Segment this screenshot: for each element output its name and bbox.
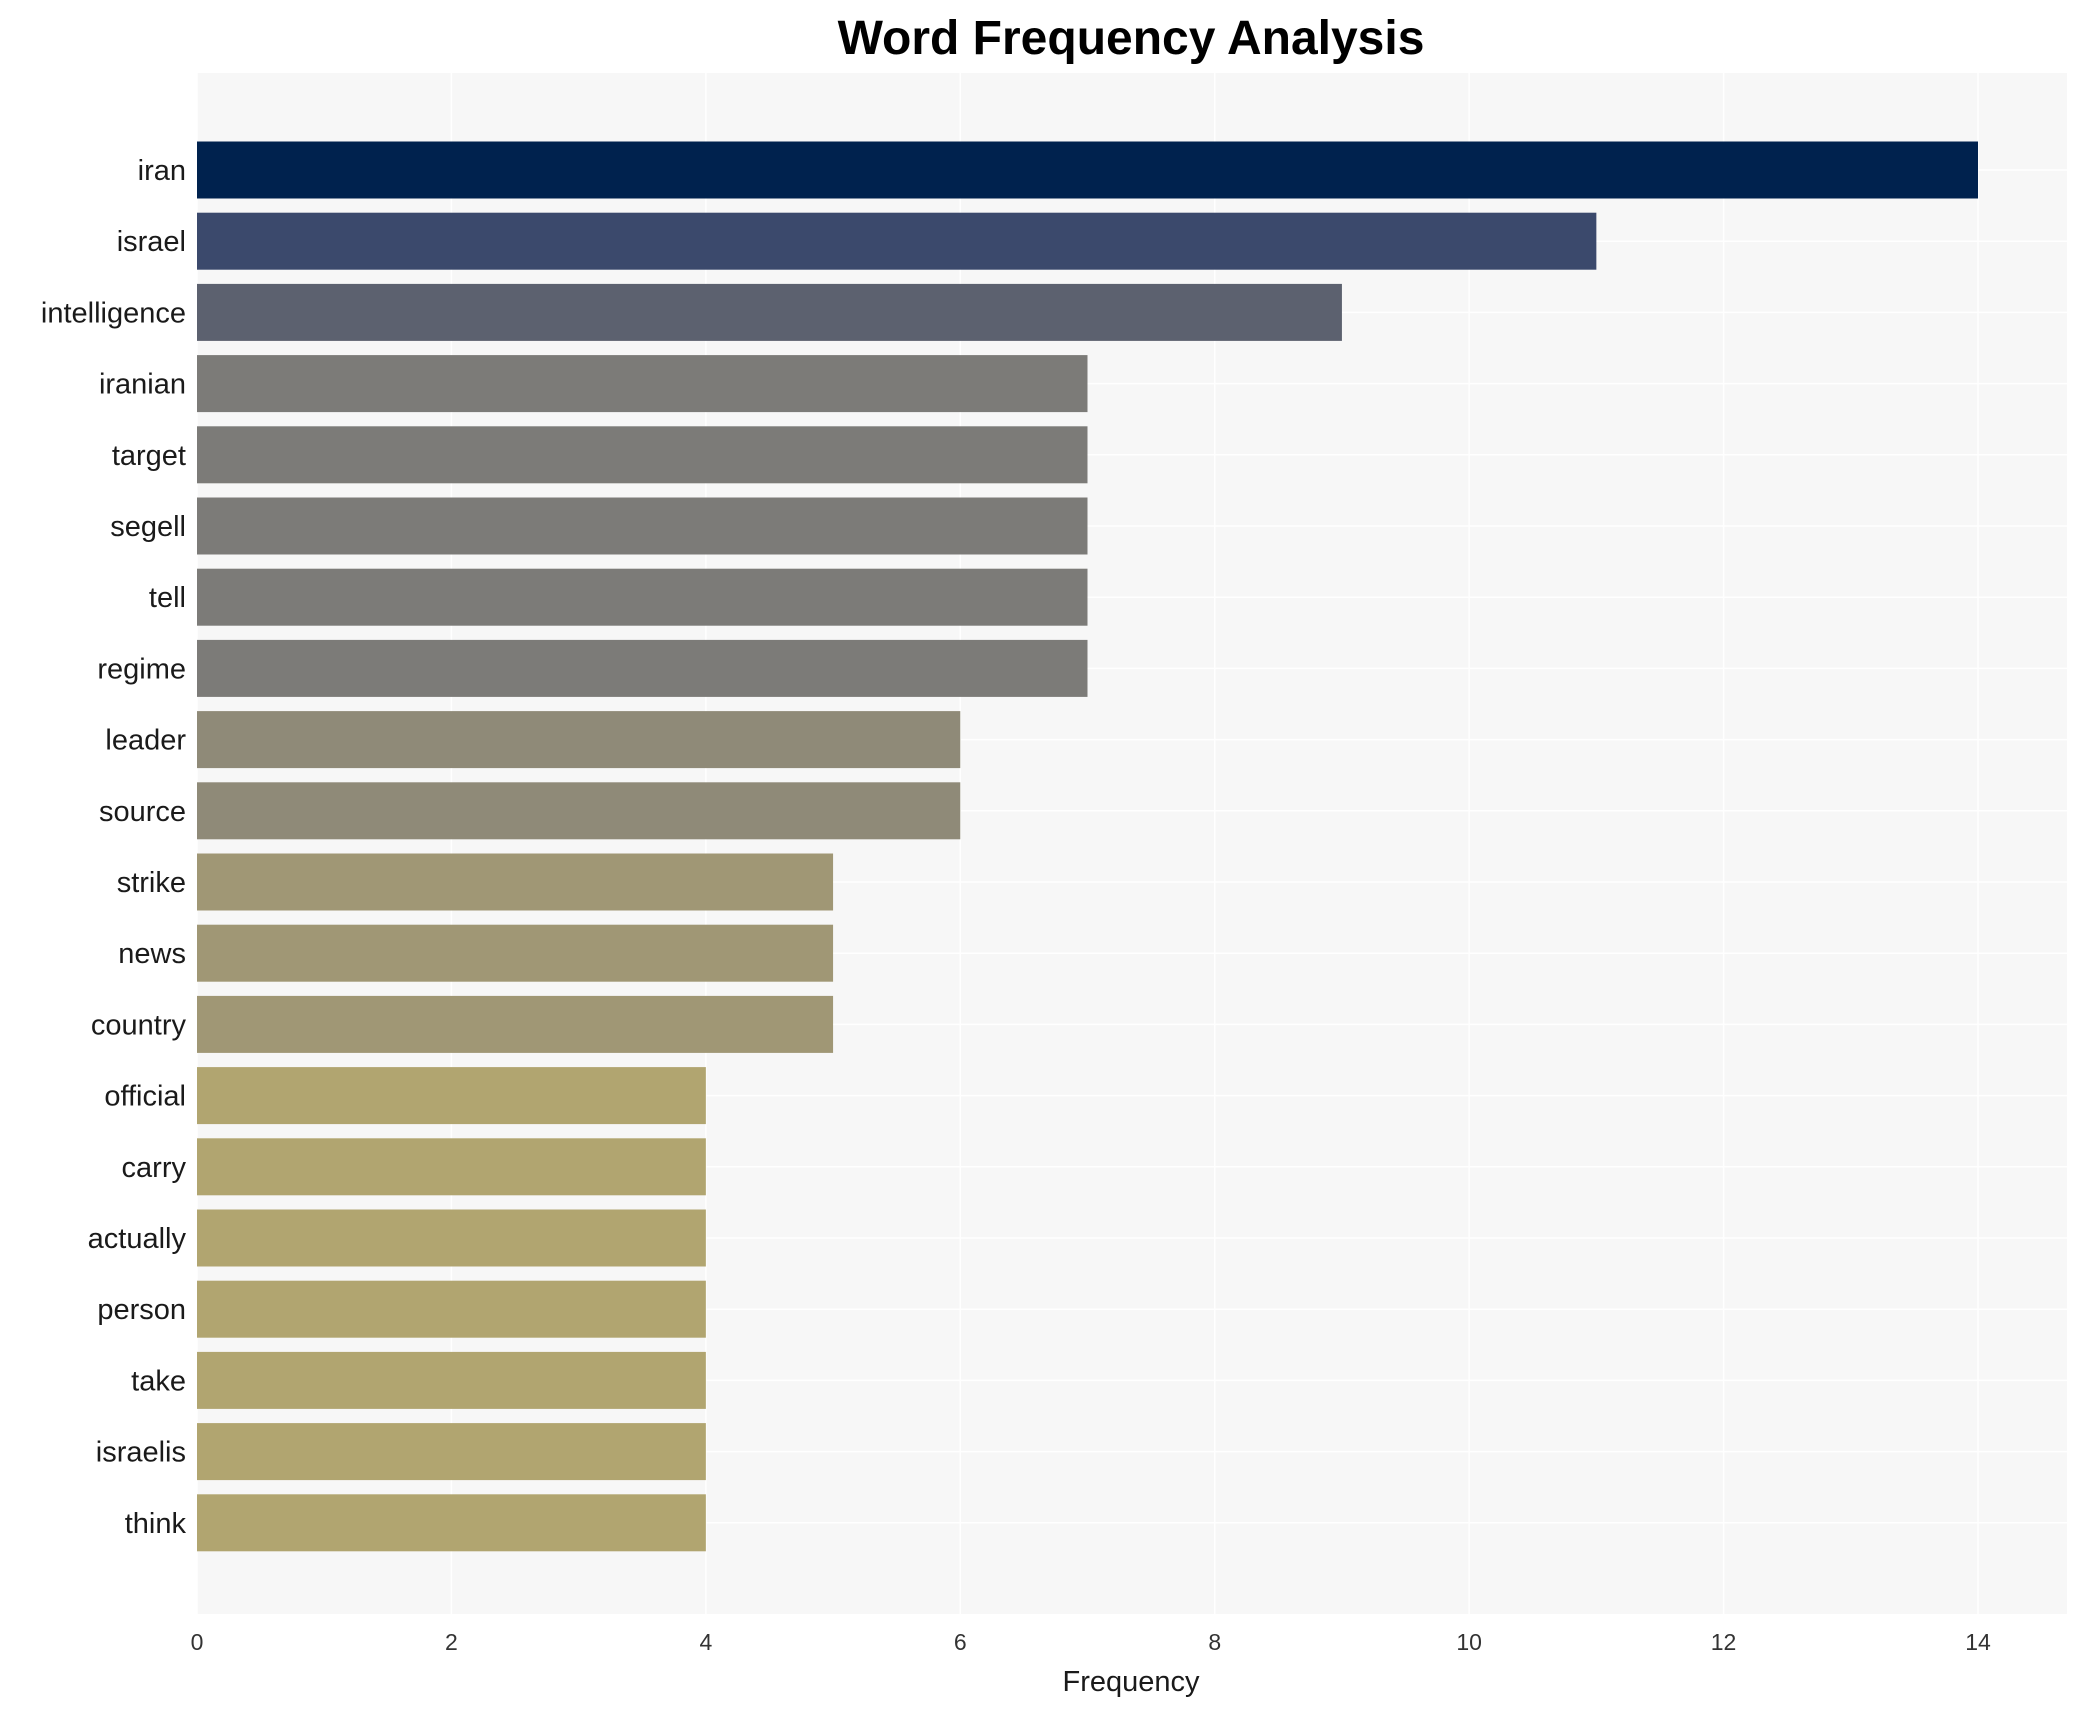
bar-segell (197, 497, 1088, 555)
bar-country (197, 995, 834, 1053)
x-tick-label: 12 (1711, 1629, 1737, 1655)
y-tick-label: carry (122, 1152, 187, 1184)
x-tick-label: 4 (699, 1629, 712, 1655)
y-tick-label: leader (105, 725, 186, 757)
y-tick-label: israel (117, 226, 186, 258)
y-tick-label: segell (110, 511, 186, 543)
bar-strike (197, 853, 834, 911)
x-tick-label: 0 (191, 1629, 204, 1655)
x-tick-label: 8 (1208, 1629, 1221, 1655)
bar-iran (197, 141, 1978, 199)
y-tick-label: iranian (99, 369, 186, 401)
bar-regime (197, 639, 1088, 697)
y-tick-label: intelligence (41, 297, 186, 329)
y-tick-label: country (91, 1009, 187, 1041)
y-tick-label: think (125, 1508, 187, 1540)
bar-israel (197, 212, 1597, 270)
x-axis-label: Frequency (1062, 1666, 1200, 1698)
bar-actually (197, 1209, 706, 1267)
y-tick-label: target (112, 440, 186, 472)
bar-carry (197, 1138, 706, 1196)
y-tick-label: israelis (96, 1437, 186, 1469)
bar-source (197, 782, 961, 840)
bar-tell (197, 568, 1088, 626)
x-tick-label: 14 (1965, 1629, 1991, 1655)
x-tick-label: 6 (954, 1629, 967, 1655)
bar-israelis (197, 1423, 706, 1481)
bar-official (197, 1067, 706, 1125)
y-tick-label: actually (88, 1223, 187, 1255)
bar-target (197, 426, 1088, 484)
bar-intelligence (197, 283, 1342, 341)
x-tick-label: 10 (1456, 1629, 1482, 1655)
y-tick-label: person (97, 1294, 186, 1326)
y-tick-label: iran (138, 155, 186, 187)
chart-title: Word Frequency Analysis (838, 12, 1425, 65)
y-tick-label: source (99, 796, 186, 828)
bar-think (197, 1494, 706, 1552)
y-tick-label: official (104, 1081, 186, 1113)
y-tick-label: regime (97, 653, 186, 685)
y-tick-label: news (118, 938, 186, 970)
bar-iranian (197, 355, 1088, 413)
bar-news (197, 924, 834, 982)
bar-person (197, 1280, 706, 1338)
y-tick-label: tell (149, 582, 186, 614)
bar-leader (197, 711, 961, 769)
y-tick-label: strike (117, 867, 186, 899)
y-tick-label: take (131, 1365, 186, 1397)
x-tick-label: 2 (445, 1629, 458, 1655)
bar-take (197, 1351, 706, 1409)
